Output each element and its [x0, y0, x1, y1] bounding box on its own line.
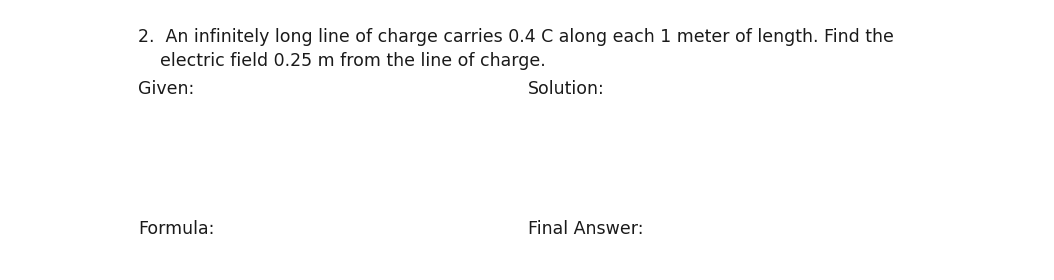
Text: electric field 0.25 m from the line of charge.: electric field 0.25 m from the line of c…	[138, 52, 546, 70]
Text: Formula:: Formula:	[138, 220, 214, 238]
Text: Given:: Given:	[138, 80, 194, 98]
Text: 2.  An infinitely long line of charge carries 0.4 C along each 1 meter of length: 2. An infinitely long line of charge car…	[138, 28, 894, 46]
Text: Solution:: Solution:	[528, 80, 605, 98]
Text: Final Answer:: Final Answer:	[528, 220, 644, 238]
